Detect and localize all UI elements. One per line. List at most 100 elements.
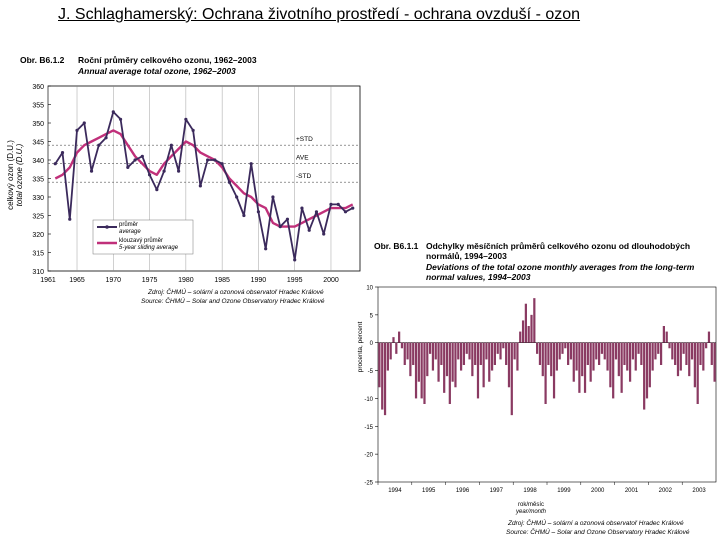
chart2-bar (705, 342, 708, 349)
chart1-title: Roční průměry celkového ozonu, 1962–2003 (78, 55, 257, 65)
chart2-bar (454, 342, 457, 388)
chart1-data-point (213, 158, 217, 162)
chart1-data-point (75, 128, 79, 132)
chart2-bar (488, 342, 491, 382)
chart2-bar (668, 342, 671, 349)
chart1-data-point (68, 217, 72, 221)
chart1-ytick-label: 335 (32, 177, 44, 184)
chart2-bar (423, 342, 426, 404)
chart2-bar (710, 342, 713, 365)
chart1-data-point (97, 143, 101, 147)
chart1-data-point (278, 225, 282, 229)
chart1-xtick-label: 1990 (251, 277, 267, 284)
chart1-data-point (104, 136, 108, 140)
chart2-bar (572, 342, 575, 382)
chart2-bar (671, 342, 674, 360)
chart2-bar (468, 342, 471, 360)
chart1-xtick-label: 1970 (106, 277, 122, 284)
chart1-ytick-label: 325 (32, 214, 44, 221)
chart2-xtick-label: 2002 (659, 488, 673, 494)
chart2-bar (417, 342, 420, 382)
chart2-bar (586, 342, 589, 365)
chart2-bar (516, 342, 519, 371)
chart2-ytick-label: -25 (364, 481, 373, 487)
chart2-bar (482, 342, 485, 388)
chart2-title-2: normálů, 1994–2003 (426, 251, 507, 261)
chart2-bar (612, 342, 615, 399)
chart2-bar (682, 342, 685, 354)
chart2-bar (702, 342, 705, 371)
chart2-bar (659, 342, 663, 365)
chart2-bar (465, 342, 468, 354)
chart2-bar (443, 342, 446, 393)
chart2-bar (530, 314, 533, 343)
chart2-bar (493, 342, 496, 365)
chart2-ylabel: procenta, percent (357, 322, 364, 373)
chart1-xtick-label: 1980 (178, 277, 194, 284)
chart2-bar (462, 342, 466, 365)
chart2-bar (533, 298, 536, 343)
chart1-data-point (285, 217, 290, 221)
chart1-ytick-label: 315 (32, 251, 44, 258)
chart1-data-point (220, 162, 224, 166)
chart1-data-point (111, 110, 115, 114)
chart2-bar (544, 342, 547, 404)
chart1-ytick-label: 345 (32, 140, 44, 147)
chart2-bar (651, 342, 654, 371)
chart2-bar (552, 342, 556, 399)
chart1-legend-box (92, 219, 194, 255)
chart1-data-point (118, 117, 123, 121)
chart2-bar (600, 342, 604, 354)
chart1-data-point (191, 128, 195, 132)
chart2-bar (431, 342, 435, 371)
chart2-bar (654, 342, 657, 360)
chart2-xtick-label: 1995 (422, 488, 436, 494)
chart1-data-point (322, 232, 326, 236)
chart1-data-point (343, 210, 348, 214)
chart1-data-point (307, 228, 311, 232)
chart2-bar (378, 342, 381, 388)
chart1-data-point (329, 202, 333, 206)
chart2-bar (437, 342, 440, 382)
chart2-ytick-label: 5 (370, 313, 374, 319)
chart1-xtick-label: 1985 (214, 277, 230, 284)
chart2-bar (707, 331, 711, 343)
chart2-bar (389, 342, 392, 360)
chart2-plot-frame (377, 286, 717, 483)
chart2-bar (662, 326, 665, 343)
chart2-bar (674, 342, 677, 365)
chart2-caption-id: Obr. B6.1.1 (374, 241, 419, 251)
chart2-bar (699, 342, 702, 365)
page-title: J. Schlaghamerský: Ochrana životního pro… (58, 6, 581, 23)
chart2-bar (634, 342, 637, 371)
chart2-bar (383, 342, 387, 416)
chart2-bar (637, 342, 640, 354)
chart2-bar (626, 342, 629, 371)
chart1-data-point (162, 169, 166, 173)
chart2-bar (502, 342, 505, 349)
chart2-bar (448, 342, 451, 404)
chart2-bar (541, 342, 544, 377)
chart2-bar (457, 342, 460, 360)
chart2-xtick-label: 2000 (591, 488, 605, 494)
chart2-bar (476, 342, 480, 399)
chart1-ylabel-en: total ozone (D.U.) (15, 143, 24, 206)
chart2-bar (665, 331, 668, 343)
chart1-data-point (256, 210, 261, 214)
chart1-ytick-label: 360 (32, 84, 44, 91)
chart2-bar (527, 326, 530, 343)
chart2-bar (471, 342, 474, 377)
chart2-bar (392, 337, 395, 343)
chart2-bar (474, 342, 477, 365)
chart1-series-line (54, 111, 354, 261)
chart2-bar (592, 342, 595, 371)
chart2-bar (381, 342, 384, 410)
chart2-bar (398, 331, 401, 343)
chart2-bar (688, 342, 691, 377)
chart2-bar (386, 342, 389, 371)
chart2-source-en: Source: ČHMÚ – Solar and Ozone Observato… (506, 527, 690, 536)
chart1-ytick-label: 350 (32, 121, 44, 128)
chart2-bar (561, 342, 564, 354)
chart2-bar (400, 342, 404, 349)
chart1-data-point (264, 247, 268, 251)
